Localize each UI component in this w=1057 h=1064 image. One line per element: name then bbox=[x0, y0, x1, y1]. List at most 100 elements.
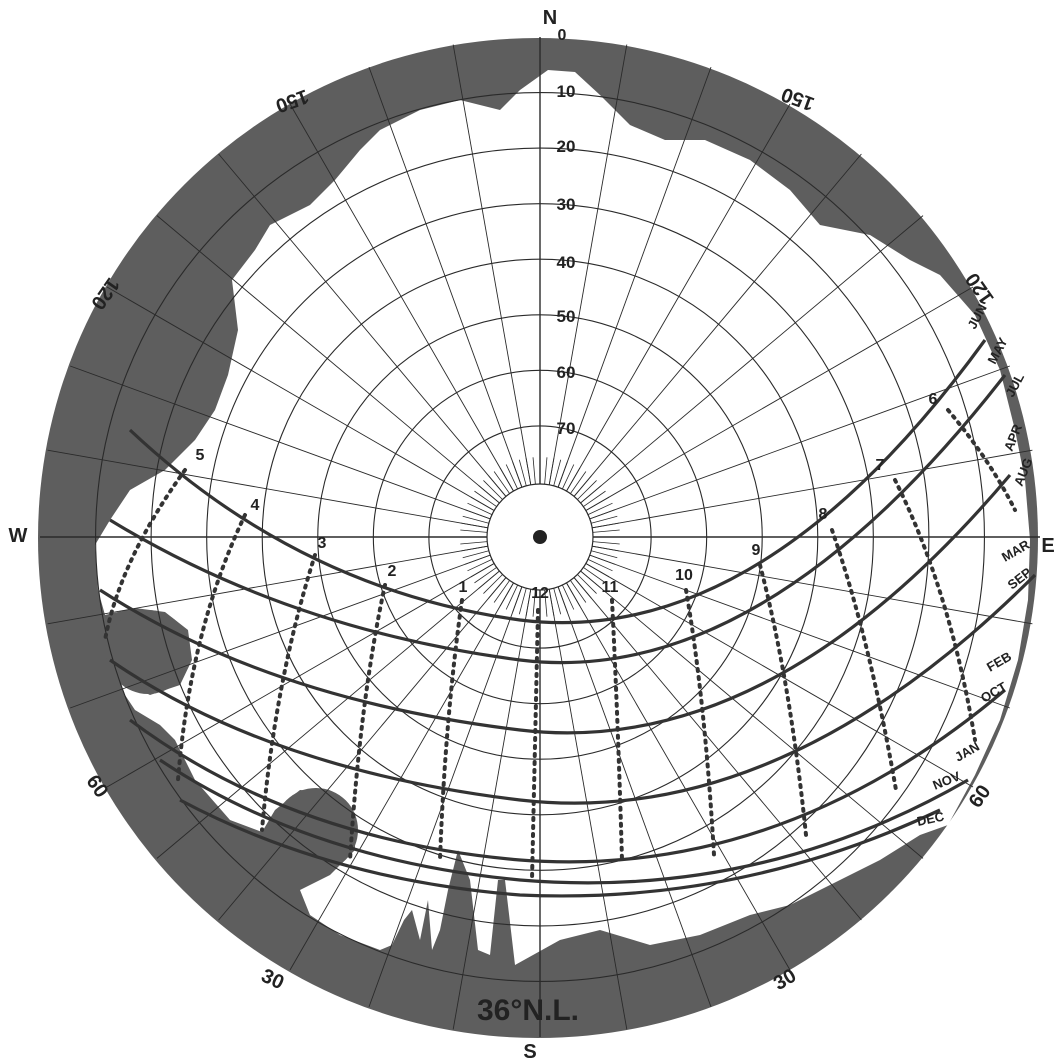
inner-tick-350 bbox=[525, 458, 532, 485]
inner-tick-105 bbox=[591, 550, 618, 559]
inner-tick-20 bbox=[557, 461, 568, 488]
altitude-label-40: 40 bbox=[557, 253, 576, 272]
inner-tick-40 bbox=[573, 475, 592, 497]
hour-line-5 bbox=[103, 468, 187, 642]
inner-tick-115 bbox=[587, 559, 613, 572]
azimuth-ray-150 bbox=[566, 582, 791, 971]
azimuth-ray-310 bbox=[156, 215, 500, 504]
hour-label-4: 4 bbox=[251, 497, 260, 514]
azimuth-ray-320 bbox=[218, 153, 507, 497]
azimuth-ray-140 bbox=[573, 577, 862, 921]
altitude-label-50: 50 bbox=[557, 307, 576, 326]
inner-tick-25 bbox=[562, 464, 575, 490]
zenith-dot bbox=[533, 530, 547, 544]
compass-east: E bbox=[1041, 535, 1054, 557]
azimuth-ray-70 bbox=[589, 365, 1011, 520]
inner-tick-275 bbox=[460, 529, 488, 533]
azimuth-ray-160 bbox=[557, 586, 712, 1008]
inner-tick-185 bbox=[532, 589, 536, 617]
inner-tick-300 bbox=[470, 496, 495, 511]
hour-line-10 bbox=[684, 588, 716, 857]
hour-lines bbox=[103, 408, 1017, 882]
inner-tick-110 bbox=[589, 554, 616, 565]
sun-path-jun bbox=[128, 339, 987, 625]
azimuth-ray-40 bbox=[573, 153, 862, 497]
inner-tick-70 bbox=[589, 509, 616, 520]
hour-label-12: 12 bbox=[531, 585, 549, 602]
inner-tick-60 bbox=[585, 496, 610, 511]
inner-tick-295 bbox=[467, 502, 493, 515]
hour-label-7: 7 bbox=[876, 457, 885, 474]
inner-tick-215 bbox=[493, 580, 510, 603]
inner-tick-255 bbox=[462, 550, 489, 559]
altitude-label-70: 70 bbox=[557, 419, 576, 438]
inner-tick-95 bbox=[592, 541, 620, 545]
inner-tick-225 bbox=[483, 574, 503, 594]
inner-tick-335 bbox=[505, 464, 518, 490]
inner-tick-245 bbox=[467, 559, 493, 572]
inner-tick-190 bbox=[525, 589, 532, 616]
compass-south: S bbox=[523, 1041, 536, 1063]
inner-tick-5 bbox=[544, 457, 548, 485]
inner-tick-10 bbox=[548, 458, 555, 485]
hour-line-3 bbox=[260, 553, 317, 832]
inner-tick-145 bbox=[570, 580, 587, 603]
inner-tick-160 bbox=[557, 586, 568, 613]
inner-tick-315 bbox=[483, 480, 503, 500]
sun-path-jan-nov bbox=[159, 758, 969, 885]
inner-tick-175 bbox=[544, 589, 548, 617]
hour-label-6: 6 bbox=[929, 391, 938, 408]
inner-tick-200 bbox=[512, 586, 523, 613]
hour-label-5: 5 bbox=[196, 447, 205, 464]
azimuth-ray-130 bbox=[580, 570, 924, 859]
sun-path-mar-sep bbox=[109, 573, 1037, 805]
inner-tick-280 bbox=[461, 522, 488, 529]
altitude-label-60: 60 bbox=[557, 363, 576, 382]
azimuth-ray-80 bbox=[592, 449, 1033, 529]
inner-tick-355 bbox=[532, 457, 536, 485]
inner-tick-235 bbox=[474, 567, 497, 584]
azimuth-ray-230 bbox=[156, 570, 500, 859]
inner-tick-290 bbox=[464, 509, 491, 520]
hour-label-3: 3 bbox=[318, 535, 327, 552]
inner-tick-325 bbox=[493, 471, 510, 494]
compass-west: W bbox=[9, 525, 28, 547]
inner-tick-345 bbox=[518, 459, 527, 486]
azimuth-ray-210 bbox=[289, 582, 514, 971]
altitude-label-10: 10 bbox=[557, 82, 576, 101]
inner-tick-285 bbox=[462, 515, 489, 524]
inner-tick-65 bbox=[587, 502, 613, 515]
hour-line-7 bbox=[893, 478, 977, 742]
hour-line-6 bbox=[946, 408, 1017, 512]
inner-tick-150 bbox=[566, 582, 581, 607]
hour-labels: 12 1 2 3 4 5 11 10 9 8 7 6 bbox=[196, 391, 938, 602]
inner-tick-35 bbox=[570, 471, 587, 494]
inner-tick-155 bbox=[562, 584, 575, 610]
inner-tick-100 bbox=[592, 545, 619, 552]
sun-path-dec bbox=[179, 798, 941, 898]
inner-tick-85 bbox=[592, 529, 620, 533]
inner-tick-340 bbox=[512, 461, 523, 488]
hour-line-11 bbox=[610, 598, 624, 862]
inner-tick-120 bbox=[585, 563, 610, 578]
inner-tick-130 bbox=[580, 570, 602, 589]
month-label-dec: DEC bbox=[916, 808, 947, 829]
edge-label-0: 0 bbox=[558, 27, 567, 44]
azimuth-ray-30 bbox=[566, 103, 791, 492]
altitude-label-20: 20 bbox=[557, 137, 576, 156]
inner-tick-140 bbox=[573, 577, 592, 599]
inner-tick-75 bbox=[591, 515, 618, 524]
azimuth-ray-350 bbox=[452, 44, 532, 485]
hour-line-9 bbox=[758, 563, 808, 837]
hour-line-4 bbox=[176, 513, 247, 782]
inner-tick-165 bbox=[553, 588, 562, 615]
altitude-labels: 10 20 30 40 50 60 70 bbox=[557, 82, 576, 438]
inner-tick-230 bbox=[478, 570, 500, 589]
tree-obstruction-left bbox=[106, 610, 190, 694]
hour-label-11: 11 bbox=[602, 579, 619, 596]
inner-tick-260 bbox=[461, 545, 488, 552]
azimuth-ray-100 bbox=[592, 545, 1033, 625]
azimuth-ray-260 bbox=[47, 545, 488, 625]
inner-tick-210 bbox=[499, 582, 514, 607]
